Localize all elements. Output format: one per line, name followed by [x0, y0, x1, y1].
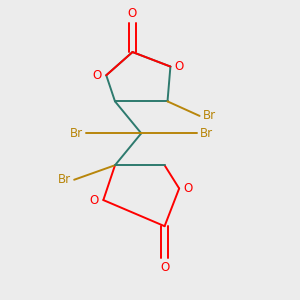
Text: O: O [90, 194, 99, 207]
Text: O: O [184, 182, 193, 195]
Text: O: O [175, 60, 184, 73]
Text: O: O [128, 7, 137, 20]
Text: O: O [93, 69, 102, 82]
Text: O: O [160, 261, 169, 274]
Text: Br: Br [58, 173, 71, 186]
Text: Br: Br [70, 127, 83, 140]
Text: Br: Br [202, 110, 216, 122]
Text: Br: Br [200, 127, 213, 140]
